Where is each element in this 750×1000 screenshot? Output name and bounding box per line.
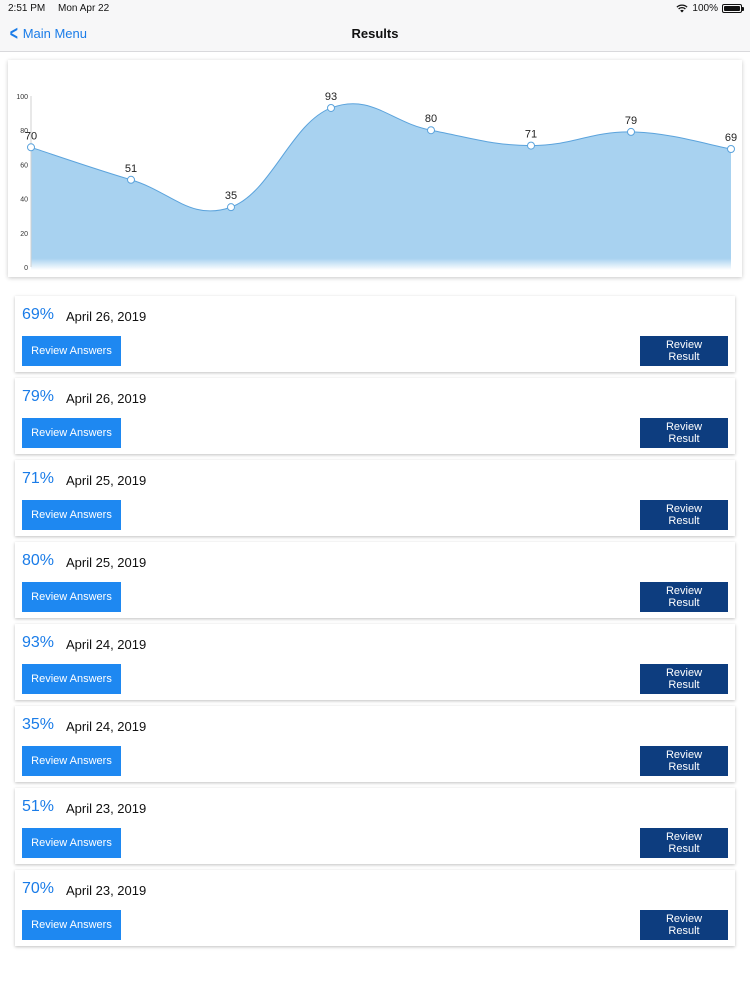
review-answers-button[interactable]: Review Answers: [22, 828, 121, 858]
wifi-icon: [676, 4, 688, 12]
result-card: 35% April 24, 2019 Review Answers Review Re…: [15, 706, 735, 782]
status-left: 2:51 PM Mon Apr 22: [8, 3, 119, 14]
results-list: 69% April 26, 2019 Review Answers Review Re…: [15, 296, 735, 952]
page-title: Results: [351, 26, 399, 41]
chart-data-label: 35: [225, 190, 237, 202]
navigation-bar: < Main Menu Results: [0, 16, 750, 52]
results-chart: 0 20 40 60 80 100 70 51 35 93 80 71 79 69: [16, 91, 737, 272]
back-button[interactable]: < Main Menu: [8, 16, 87, 51]
battery-percent: 100%: [692, 2, 718, 14]
status-date: Mon Apr 22: [58, 2, 110, 14]
chart-point[interactable]: [427, 126, 435, 135]
chart-data-label: 69: [725, 132, 737, 144]
result-card: 93% April 24, 2019 Review Answers Review Re…: [15, 624, 735, 700]
chart-point[interactable]: [627, 127, 635, 136]
result-score: 69%: [22, 306, 55, 323]
chart-data-label: 93: [325, 91, 337, 103]
result-score: 35%: [22, 716, 55, 733]
status-right: 100%: [676, 2, 744, 14]
result-date: April 25, 2019: [66, 555, 147, 570]
result-score: 70%: [22, 880, 55, 897]
battery-icon: [722, 3, 744, 13]
review-result-button[interactable]: Review Result: [640, 336, 728, 366]
result-date: April 23, 2019: [66, 801, 147, 816]
y-tick-label: 60: [20, 162, 28, 169]
y-tick-label: 80: [20, 128, 28, 135]
chart-data-label: 80: [425, 113, 437, 125]
result-card: 71% April 25, 2019 Review Answers Review Re…: [15, 460, 735, 536]
chart-point[interactable]: [227, 203, 235, 212]
result-card: 51% April 23, 2019 Review Answers Review Re…: [15, 788, 735, 864]
review-answers-button[interactable]: Review Answers: [22, 418, 121, 448]
result-score: 93%: [22, 634, 55, 651]
review-answers-button[interactable]: Review Answers: [22, 582, 121, 612]
chart-point[interactable]: [527, 141, 535, 150]
review-answers-button[interactable]: Review Answers: [22, 336, 121, 366]
chart-data-label: 70: [25, 130, 37, 142]
review-answers-button[interactable]: Review Answers: [22, 910, 121, 940]
status-time: 2:51 PM: [8, 2, 46, 14]
review-result-button[interactable]: Review Result: [640, 746, 728, 776]
result-date: April 26, 2019: [66, 309, 147, 324]
result-date: April 24, 2019: [66, 637, 147, 652]
result-score: 80%: [22, 552, 55, 569]
review-answers-button[interactable]: Review Answers: [22, 500, 121, 530]
result-date: April 24, 2019: [66, 719, 147, 734]
chart-point[interactable]: [127, 175, 135, 184]
chart-point[interactable]: [727, 145, 735, 154]
chart-point[interactable]: [27, 143, 35, 152]
result-date: April 25, 2019: [66, 473, 147, 488]
result-score: 79%: [22, 388, 55, 405]
results-chart-card: 0 20 40 60 80 100 70 51 35 93 80 71 79 69: [8, 60, 742, 277]
review-result-button[interactable]: Review Result: [640, 664, 728, 694]
y-tick-label: 0: [24, 265, 28, 272]
review-answers-button[interactable]: Review Answers: [22, 746, 121, 776]
review-result-button[interactable]: Review Result: [640, 582, 728, 612]
chart-data-label: 51: [125, 163, 137, 175]
result-score: 51%: [22, 798, 55, 815]
result-card: 69% April 26, 2019 Review Answers Review Re…: [15, 296, 735, 372]
result-score: 71%: [22, 470, 55, 487]
chart-series-line: [30, 103, 732, 212]
review-result-button[interactable]: Review Result: [640, 418, 728, 448]
result-card: 80% April 25, 2019 Review Answers Review Re…: [15, 542, 735, 618]
review-result-button[interactable]: Review Result: [640, 500, 728, 530]
y-tick-label: 100: [16, 94, 28, 101]
chevron-left-icon: <: [9, 22, 18, 45]
back-button-label: Main Menu: [22, 26, 87, 41]
y-tick-label: 20: [20, 231, 28, 238]
chart-point[interactable]: [327, 103, 335, 112]
review-result-button[interactable]: Review Result: [640, 910, 728, 940]
result-card: 70% April 23, 2019 Review Answers Review Re…: [15, 870, 735, 946]
result-card: 79% April 26, 2019 Review Answers Review Re…: [15, 378, 735, 454]
chart-data-label: 71: [525, 129, 537, 141]
chart-data-label: 79: [625, 115, 637, 127]
review-result-button[interactable]: Review Result: [640, 828, 728, 858]
review-answers-button[interactable]: Review Answers: [22, 664, 121, 694]
chart-area: [31, 103, 731, 270]
result-date: April 23, 2019: [66, 883, 147, 898]
status-bar: 2:51 PM Mon Apr 22 100%: [0, 0, 750, 16]
y-tick-label: 40: [20, 197, 28, 204]
result-date: April 26, 2019: [66, 391, 147, 406]
